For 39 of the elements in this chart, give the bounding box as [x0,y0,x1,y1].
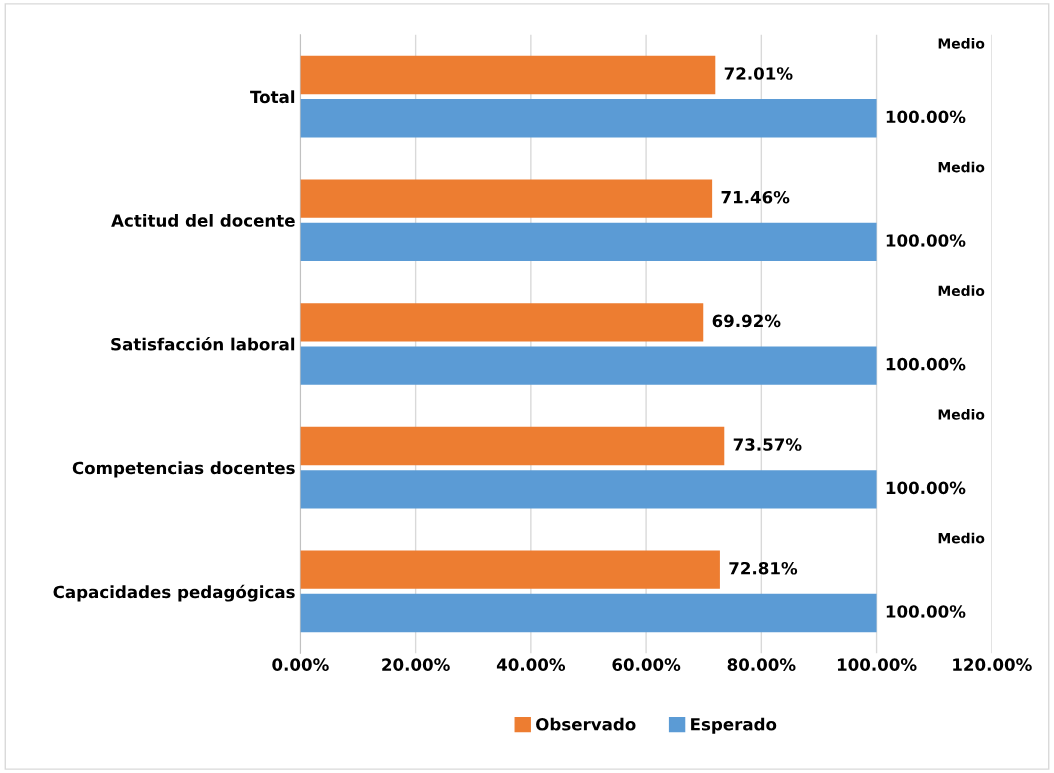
x-tick-label: 100.00% [837,658,917,671]
legend-label: Observado [536,717,636,731]
annotation: Medio [938,409,985,420]
y-tick-label: Actitud del docente [111,213,295,227]
y-tick-label: Capacidades pedagógicas [53,584,295,602]
bar [300,99,877,138]
y-tick-label: Satisfacción laboral [111,336,295,351]
x-tick-label: 60.00% [612,658,681,671]
y-tick-label: Total [250,90,295,104]
data-label: 71.46% [721,190,790,204]
bar [300,346,877,385]
annotation: Medio [938,161,985,173]
data-label: 73.57% [733,438,802,451]
y-tick-label: Competencias docentes [72,461,295,478]
bar [300,303,704,342]
bar [300,179,713,218]
x-tick-label: 80.00% [727,658,796,671]
annotation: Medio [938,37,985,49]
bar [300,470,877,509]
x-tick-label: 0.00% [272,658,329,671]
bar [300,55,716,95]
bar [300,550,720,589]
x-tick-label: 40.00% [496,658,566,671]
bar [300,222,877,262]
legend-label: Esperado [691,717,777,734]
data-label: 100.00% [886,481,966,495]
data-label: 69.92% [712,314,781,328]
x-tick-label: 20.00% [382,658,450,671]
data-label: 100.00% [886,357,966,371]
bar [300,593,877,633]
data-label: 100.00% [886,110,966,124]
annotation: Medio [938,285,985,297]
data-label: 100.00% [886,605,966,618]
x-tick-label: 120.00% [953,658,1032,671]
data-label: 100.00% [886,234,966,247]
bar [300,426,725,466]
data-label: 72.81% [729,561,798,575]
annotation: Medio [938,532,985,544]
data-label: 72.01% [724,67,793,80]
